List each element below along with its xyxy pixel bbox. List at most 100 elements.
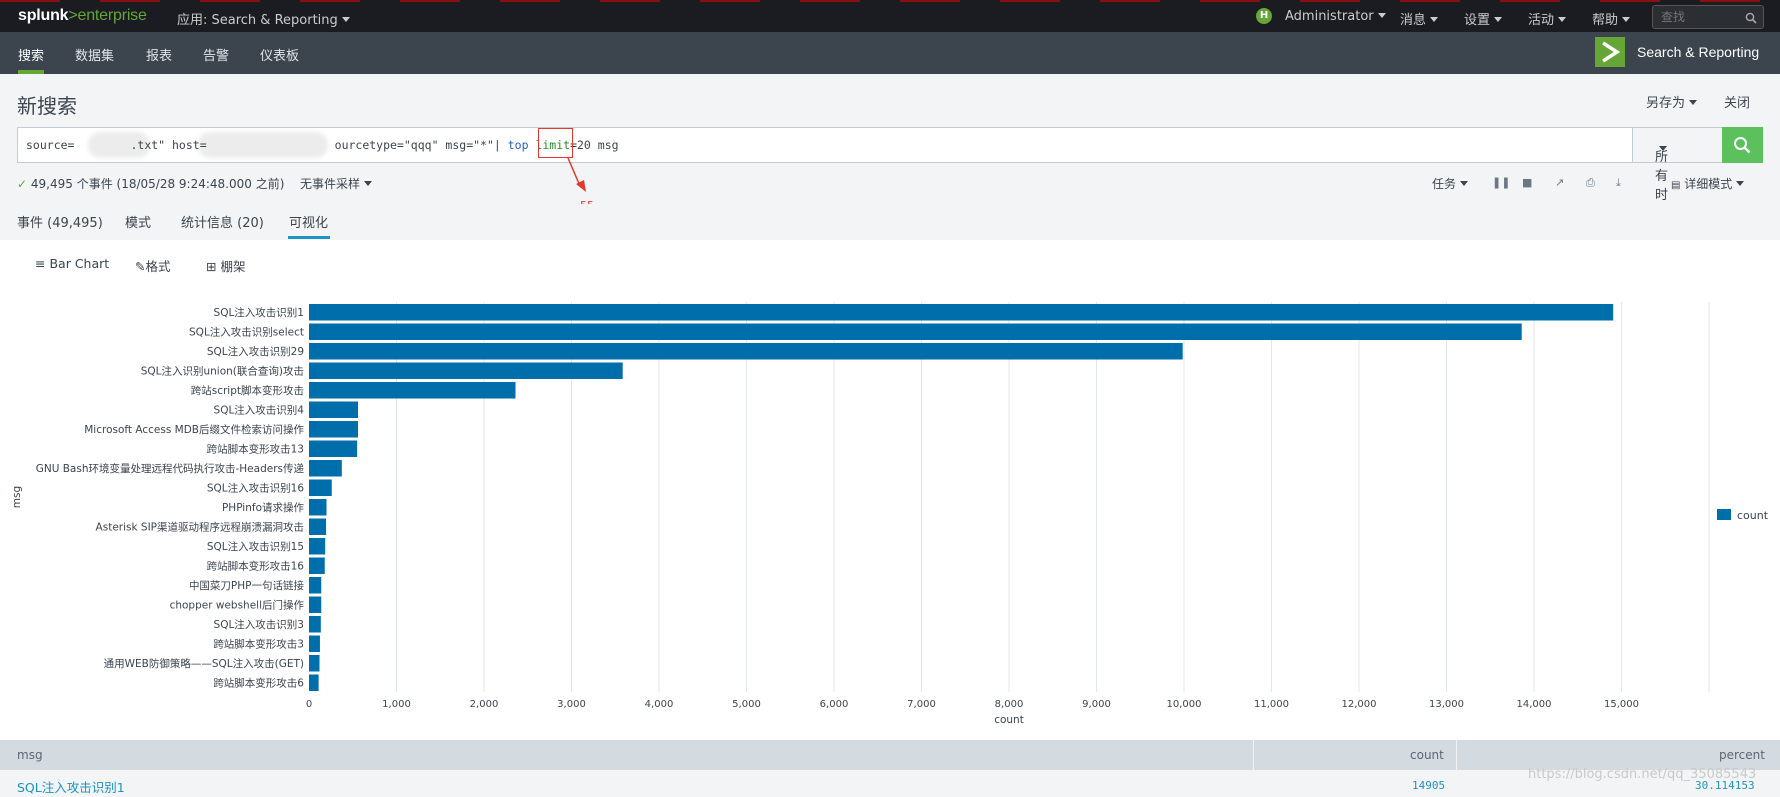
annotation-box [538,128,573,158]
share-icon[interactable]: ↗ [1555,176,1565,189]
active-tab-indicator [18,70,44,74]
app-logo-icon [1595,37,1625,67]
query-segment: source= [26,138,75,152]
bar [309,362,623,379]
tab-events[interactable]: 事件 (49,495) [17,216,103,231]
tab-patterns[interactable]: 模式 [125,216,152,231]
help-menu[interactable]: 帮助 [1592,9,1631,28]
x-tick-label: 4,000 [645,699,674,710]
tab-datasets[interactable]: 数据集 [75,49,115,64]
format-button[interactable]: ✎格式 [135,256,171,275]
search-icon [1734,137,1751,154]
column-divider [1456,740,1457,770]
logo-separator: > [68,7,78,24]
y-tick-label: GNU Bash环境变量处理远程代码执行攻击-Headers传递 [36,462,305,475]
bar [309,655,320,672]
settings-menu[interactable]: 设置 [1464,9,1503,28]
legend-label: count [1737,509,1769,522]
messages-menu[interactable]: 消息 [1400,9,1439,28]
y-tick-label: PHPinfo请求操作 [222,501,305,514]
page-title: 新搜索 [17,94,77,118]
bar [309,460,342,477]
table-cell-percent: 30.114153 [1695,779,1755,792]
checkmark-icon: ✓ [17,177,28,191]
query-segment: .txt" host= [130,138,207,152]
table-header [0,740,1780,770]
trellis-button[interactable]: ⊞ 棚架 [206,256,245,275]
chevron-down-icon [1494,17,1503,22]
search-icon[interactable] [1745,9,1757,28]
search-mode-menu[interactable]: ▤ 详细模式 [1671,175,1745,192]
watermark: https://blog.csdn.net/qq_35085543 [1528,767,1757,782]
chevron-down-icon [1460,181,1469,186]
column-header-count[interactable]: count [1410,748,1444,762]
export-icon[interactable]: ⤓ [1616,176,1621,189]
chart-type-label: Bar Chart [49,256,110,271]
top-accent-line [0,0,1780,2]
user-menu-label: Administrator [1285,9,1374,24]
search-mode-label: 详细模式 [1684,177,1733,191]
format-label: 格式 [145,259,171,274]
x-tick-label: 8,000 [995,699,1024,710]
tab-reports[interactable]: 报表 [146,49,173,64]
bar [309,499,327,516]
time-range-picker[interactable]: 所有时间 [1632,127,1723,222]
x-tick-label: 6,000 [820,699,849,710]
x-tick-label: 0 [306,699,312,710]
x-tick-label: 5,000 [732,699,761,710]
query-command: top [507,138,529,152]
event-count: 49,495 个事件 (18/05/28 9:24:48.000 之前) [30,177,285,191]
tab-statistics[interactable]: 统计信息 (20) [181,216,264,231]
sampling-menu[interactable]: 无事件采样 [300,175,373,192]
global-search[interactable] [1652,5,1764,29]
x-tick-label: 10,000 [1167,699,1202,710]
search-button[interactable] [1722,127,1763,163]
bar [309,596,322,613]
trellis-label: 棚架 [220,259,246,274]
tab-dashboards[interactable]: 仪表板 [260,49,300,64]
global-search-input[interactable] [1659,8,1743,26]
legend-swatch [1717,509,1731,520]
search-query-input[interactable]: source= .txt" host= ourcetype="qqq" msg="*… [17,127,1632,163]
column-header-percent[interactable]: percent [1719,748,1765,762]
bar [309,382,516,399]
table-cell-msg[interactable]: SQL注入攻击识别1 [17,780,125,795]
x-tick-label: 11,000 [1254,699,1289,710]
tab-visualization[interactable]: 可视化 [289,216,329,231]
chevron-down-icon [1659,146,1667,151]
chevron-down-icon [364,181,373,186]
bar [309,635,320,652]
x-tick-label: 14,000 [1517,699,1552,710]
y-tick-label: chopper webshell后门操作 [170,599,305,612]
bar [309,479,332,496]
pause-icon[interactable]: ❚❚ [1492,176,1511,189]
y-axis-title: msg [11,486,23,508]
logo-product: enterprise [77,7,147,24]
app-title: Search & Reporting [1637,44,1760,60]
job-menu[interactable]: 任务 [1432,175,1469,192]
bar [309,577,322,594]
user-menu[interactable]: Administrator [1285,9,1386,24]
job-menu-label: 任务 [1432,177,1457,191]
activity-menu[interactable]: 活动 [1528,9,1567,28]
stop-icon[interactable]: ■ [1522,176,1533,189]
bar [309,323,1522,340]
save-as-button[interactable]: 另存为 [1646,92,1698,111]
bar [309,440,358,457]
app-menu[interactable]: 应用: Search & Reporting [177,9,350,28]
bar-chart: 0 1,000 2,000 3,000 4,000 5,000 6,000 7,000 8,00… [11,302,1769,726]
splunk-logo[interactable]: splunk>enterprise [18,7,147,25]
close-button[interactable]: 关闭 [1724,96,1751,111]
table-row [0,770,1780,797]
y-tick-label: 跨站script脚本变形攻击 [191,384,304,397]
chevron-down-icon [1430,17,1439,22]
print-icon[interactable]: ⎙ [1586,176,1595,189]
chart-type-button[interactable]: ≡ Bar Chart [35,256,109,271]
tab-alerts[interactable]: 告警 [203,49,230,64]
tab-search[interactable]: 搜索 [18,49,45,64]
column-header-msg[interactable]: msg [17,748,43,762]
chevron-down-icon [1377,13,1386,18]
bar [309,674,319,691]
active-result-tab-indicator [288,236,330,239]
y-tick-label: 跨站脚本变形攻击13 [207,443,304,456]
